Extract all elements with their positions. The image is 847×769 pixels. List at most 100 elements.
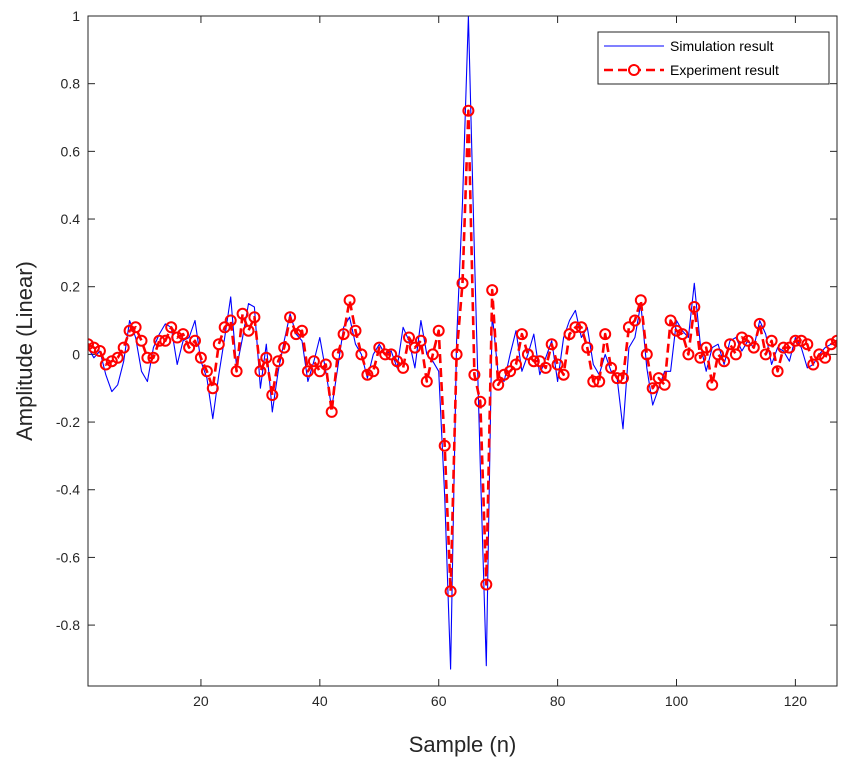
data-point-experiment <box>688 301 701 313</box>
data-point-experiment <box>444 585 457 598</box>
data-point-experiment <box>831 334 837 347</box>
data-point-experiment <box>450 348 463 361</box>
data-point-experiment <box>212 338 225 351</box>
x-tick-label: 20 <box>193 693 209 709</box>
data-point-experiment <box>135 334 148 347</box>
data-point-experiment <box>527 355 540 368</box>
data-point-experiment <box>456 277 469 290</box>
data-point-experiment <box>783 341 796 354</box>
data-point-experiment <box>741 334 754 347</box>
y-tick-label: 0.8 <box>61 76 81 92</box>
data-point-experiment <box>325 405 338 418</box>
data-point-experiment <box>343 294 356 307</box>
data-point-experiment <box>189 334 201 347</box>
data-point-experiment <box>664 314 677 327</box>
data-point-experiment <box>533 355 546 368</box>
data-point-experiment <box>230 365 243 378</box>
data-point-experiment <box>194 351 207 364</box>
x-tick-label: 80 <box>550 693 566 709</box>
data-point-experiment <box>391 355 404 368</box>
data-point-experiment <box>694 351 707 364</box>
data-point-experiment <box>224 314 237 327</box>
data-point-experiment <box>438 439 451 452</box>
x-tick-label: 120 <box>784 693 808 709</box>
data-point-experiment <box>278 341 291 354</box>
data-point-experiment <box>218 321 231 334</box>
data-point-experiment <box>254 365 267 378</box>
data-point-experiment <box>141 351 154 364</box>
data-point-experiment <box>557 368 570 381</box>
data-point-experiment <box>296 324 308 337</box>
series-layer <box>88 16 837 670</box>
data-point-experiment <box>753 317 766 330</box>
data-point-experiment <box>510 358 522 371</box>
data-point-experiment <box>171 331 184 344</box>
axis-ticks <box>88 15 837 686</box>
data-point-experiment <box>575 321 588 334</box>
data-point-experiment <box>759 348 772 361</box>
data-point-experiment <box>700 341 713 354</box>
y-tick-label: 0.4 <box>61 211 81 227</box>
data-point-experiment <box>735 331 748 344</box>
x-tick-label: 40 <box>312 693 328 709</box>
data-point-experiment <box>313 365 326 378</box>
data-point-experiment <box>658 378 671 391</box>
data-point-experiment <box>117 341 130 354</box>
data-point-experiment <box>777 341 790 354</box>
legend: Simulation result Experiment result <box>597 31 830 85</box>
x-tick-label: 100 <box>665 693 689 709</box>
data-point-experiment <box>242 324 255 337</box>
y-tick-label: -0.6 <box>56 549 80 565</box>
data-point-experiment <box>290 328 303 341</box>
data-point-experiment <box>307 355 320 368</box>
data-point-experiment <box>367 365 380 378</box>
data-point-experiment <box>248 311 261 324</box>
data-point-experiment <box>260 351 273 364</box>
data-point-experiment <box>676 328 689 341</box>
data-point-experiment <box>706 378 719 391</box>
data-point-experiment <box>504 365 517 378</box>
data-point-experiment <box>551 358 564 371</box>
y-tick-label: -0.8 <box>56 617 80 633</box>
data-point-experiment <box>605 361 618 374</box>
data-point-experiment <box>617 372 629 385</box>
data-point-experiment <box>628 314 641 327</box>
data-point-experiment <box>319 358 332 371</box>
data-point-experiment <box>183 341 196 354</box>
data-point-experiment <box>349 324 362 337</box>
data-point-experiment <box>498 368 511 381</box>
data-point-experiment <box>123 324 136 337</box>
data-point-experiment <box>563 328 576 341</box>
data-point-experiment <box>724 338 736 351</box>
data-point-experiment <box>236 307 249 320</box>
data-point-experiment <box>272 355 285 368</box>
data-point-experiment <box>414 334 427 347</box>
data-point-experiment <box>670 324 683 337</box>
data-point-experiment <box>129 321 142 334</box>
y-tick-label: 0.2 <box>61 279 81 295</box>
data-point-experiment <box>819 351 832 364</box>
tick-labels: 20 40 60 80 100 120 -0.8 -0.6 -0.4 -0.2 0 0.2 0.4 0.6… <box>56 8 807 709</box>
data-point-experiment <box>789 334 802 347</box>
data-point-experiment <box>355 348 368 361</box>
y-tick-label: 0.6 <box>61 143 81 159</box>
y-tick-label: -0.2 <box>56 414 80 430</box>
data-point-experiment <box>165 321 178 334</box>
data-point-experiment <box>93 345 106 357</box>
data-point-experiment <box>432 324 445 337</box>
data-point-experiment <box>379 348 392 361</box>
data-point-experiment <box>99 358 112 371</box>
data-point-experiment <box>468 368 481 381</box>
data-point-experiment <box>266 389 279 401</box>
data-point-experiment <box>634 294 647 307</box>
data-point-experiment <box>420 375 433 388</box>
data-point-experiment <box>545 338 558 351</box>
data-point-experiment <box>539 361 552 374</box>
data-point-experiment <box>153 334 166 347</box>
data-point-experiment <box>801 338 814 351</box>
data-point-experiment <box>593 375 606 388</box>
x-tick-label: 60 <box>431 693 447 709</box>
x-axis-title: Sample (n) <box>409 732 517 757</box>
data-point-experiment <box>729 348 742 361</box>
